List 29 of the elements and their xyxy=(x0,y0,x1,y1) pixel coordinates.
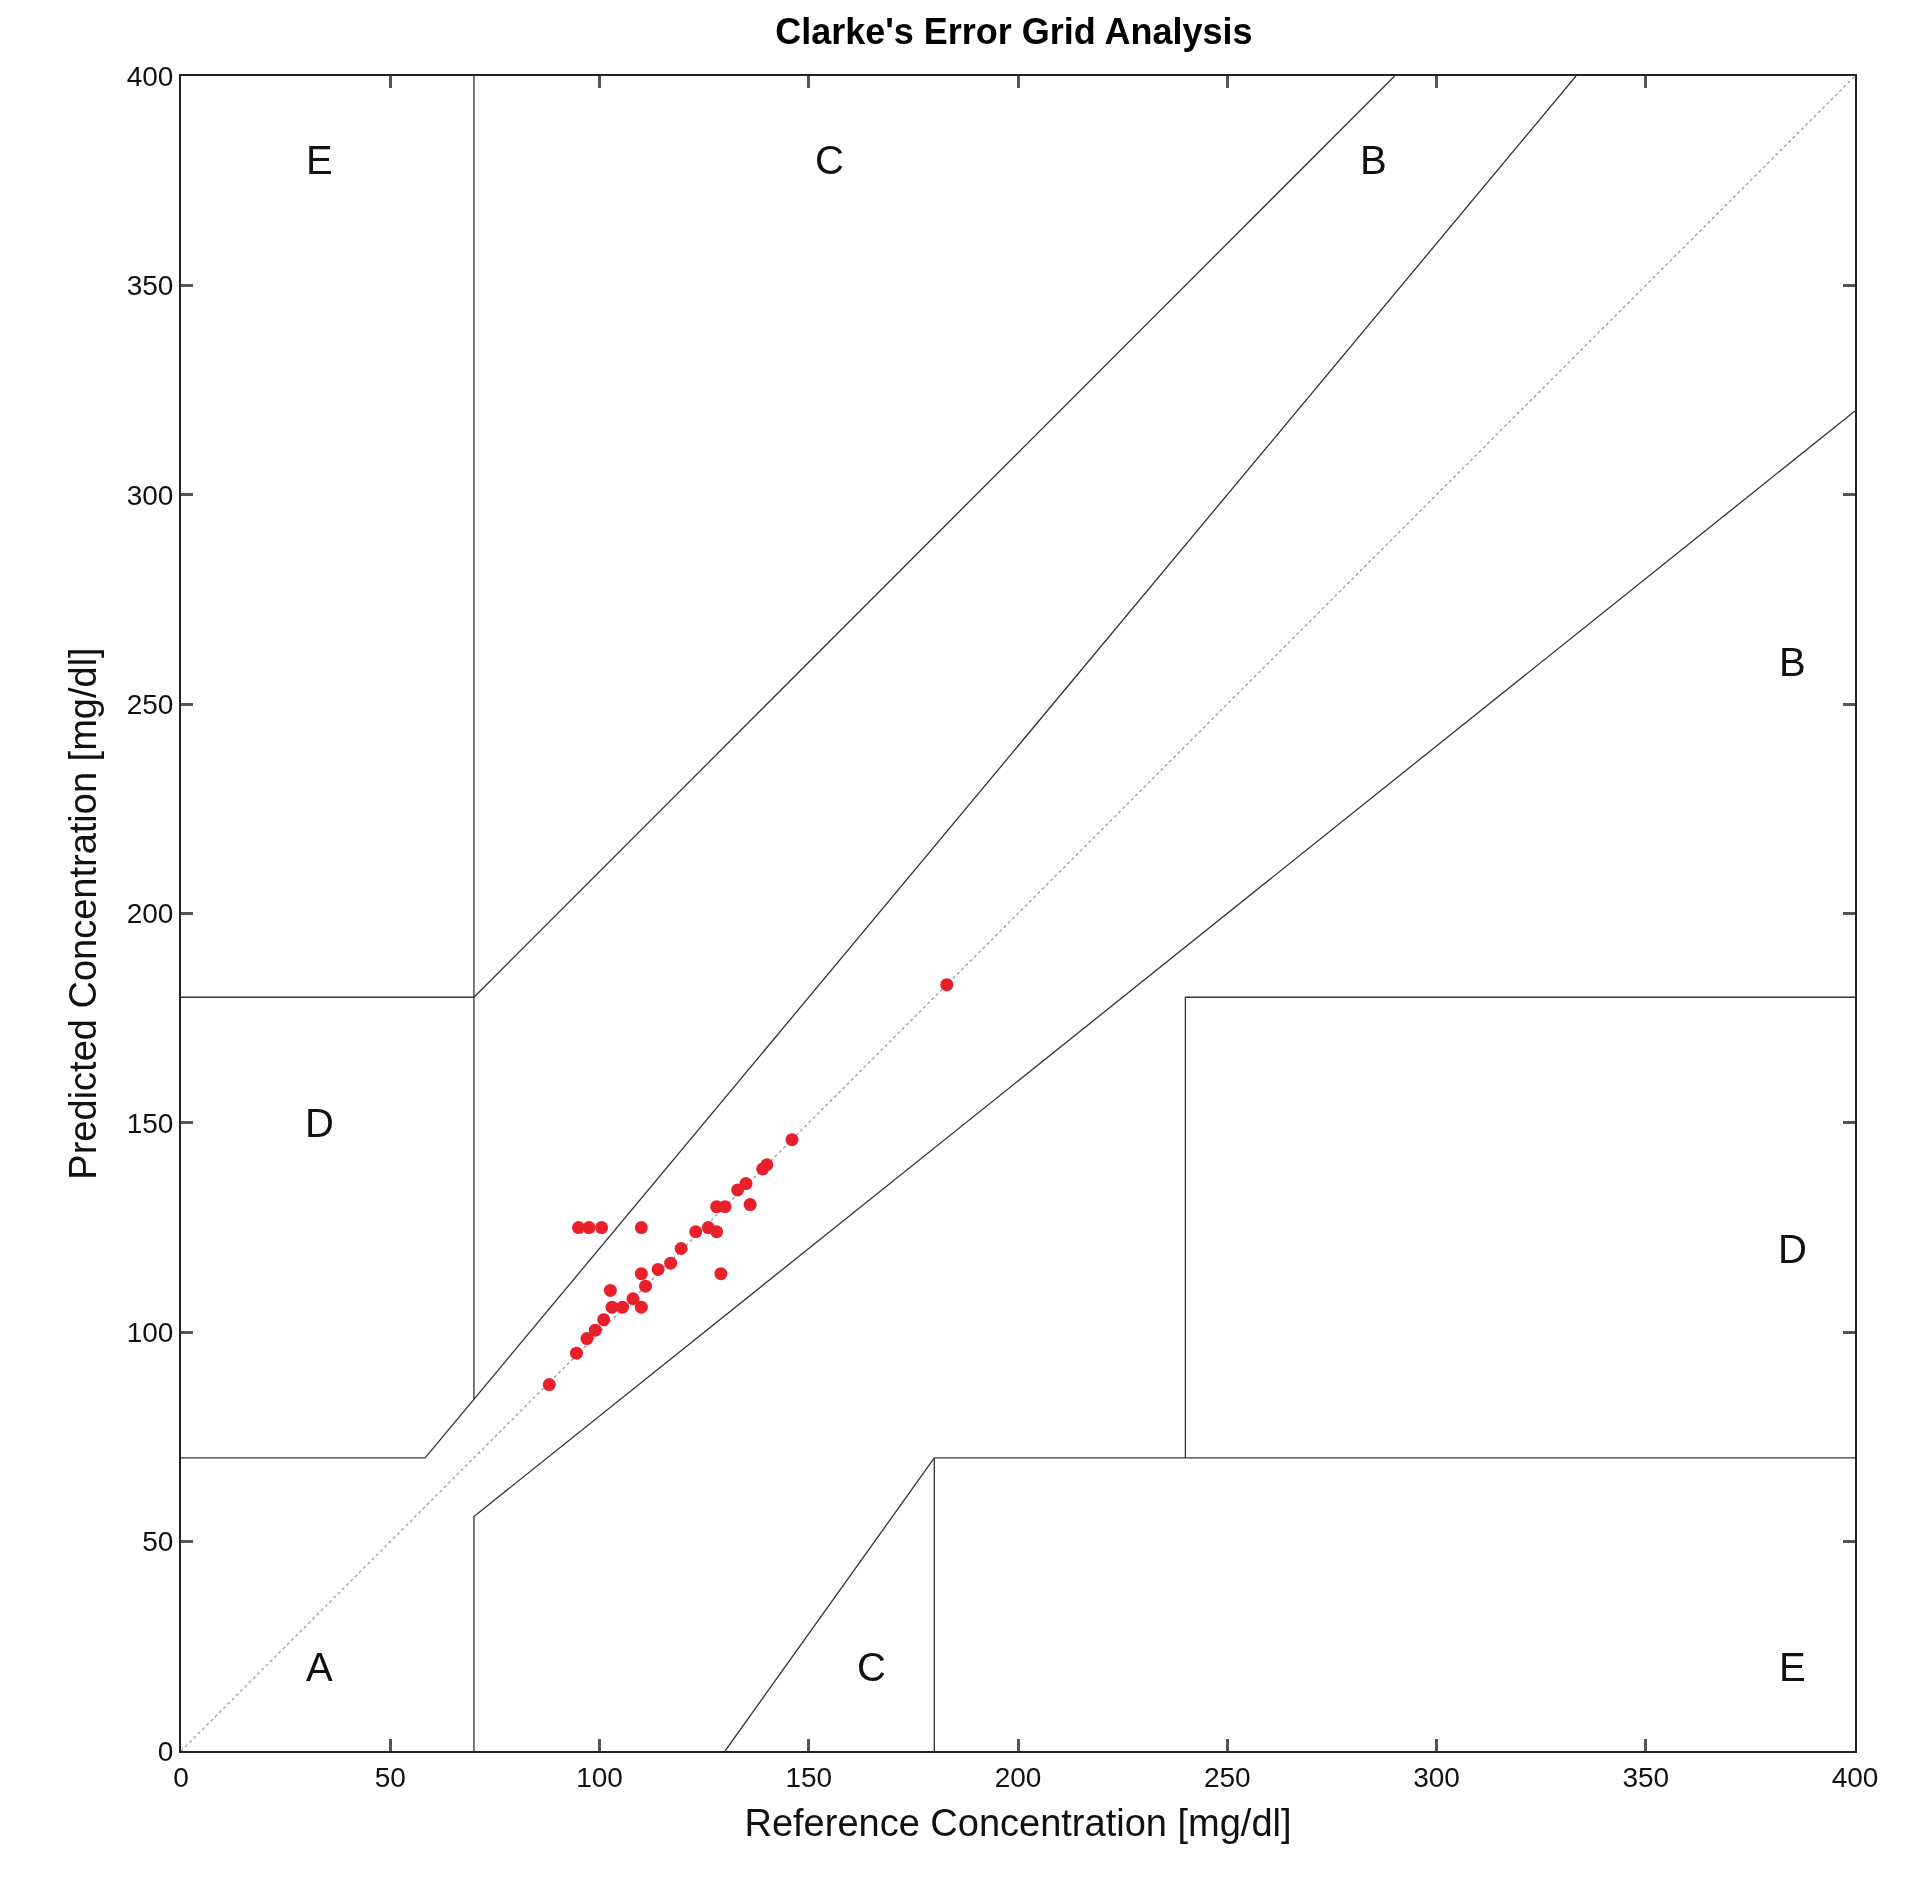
x-tick-label: 50 xyxy=(374,1761,406,1793)
annotation: E xyxy=(1779,1645,1806,1689)
annotation: B xyxy=(1360,138,1387,182)
chart-title: Clarke's Error Grid Analysis xyxy=(775,11,1253,53)
annotation: B xyxy=(1779,640,1806,684)
y-tick-label: 250 xyxy=(126,688,174,720)
y-axis-title: Predicted Concentration [mg/dl] xyxy=(62,647,105,1180)
annotation: D xyxy=(1778,1227,1807,1271)
x-tick-label: 250 xyxy=(1203,1761,1251,1793)
annotation: E xyxy=(306,138,333,182)
x-tick-label: 150 xyxy=(785,1761,833,1793)
y-tick-label: 200 xyxy=(126,898,174,930)
y-tick-label: 400 xyxy=(126,60,174,92)
x-axis-title: Reference Concentration [mg/dl] xyxy=(744,1802,1292,1845)
x-tick-label: 300 xyxy=(1413,1761,1460,1793)
x-tick-label: 200 xyxy=(994,1761,1042,1793)
y-tick-label: 50 xyxy=(142,1526,174,1558)
x-tick-label: 350 xyxy=(1622,1761,1670,1793)
y-tick-label: 300 xyxy=(126,479,174,511)
annotation: A xyxy=(306,1645,333,1689)
annotation: D xyxy=(305,1101,334,1145)
y-tick-label: 0 xyxy=(157,1735,174,1767)
y-tick-label: 100 xyxy=(126,1317,174,1349)
annotation: C xyxy=(857,1645,886,1689)
x-tick-label: 400 xyxy=(1831,1761,1879,1793)
y-tick-label: 150 xyxy=(126,1107,174,1139)
x-tick-label: 100 xyxy=(576,1761,623,1793)
y-tick-label: 350 xyxy=(126,270,174,302)
annotation: C xyxy=(815,138,844,182)
